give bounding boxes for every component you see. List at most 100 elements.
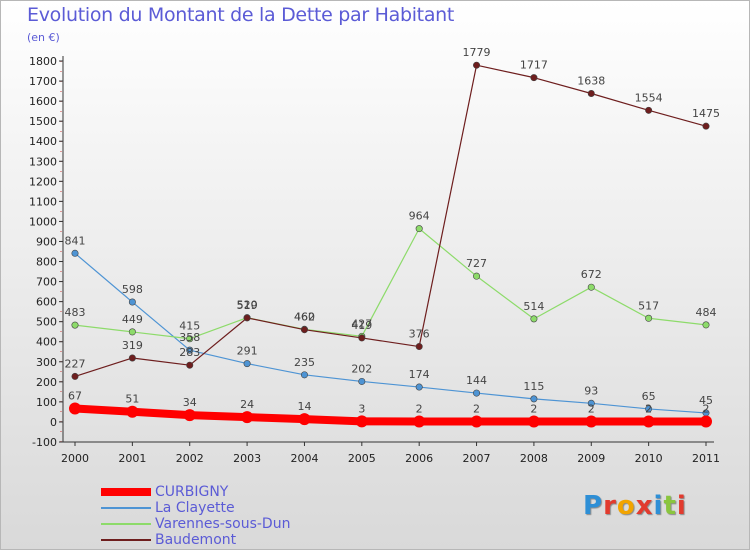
legend-label: Baudemont bbox=[155, 532, 237, 548]
legend-swatch bbox=[101, 523, 151, 525]
y-tick-label: 500 bbox=[36, 316, 57, 329]
data-label: 144 bbox=[466, 374, 487, 387]
data-label: 2 bbox=[645, 403, 652, 416]
data-point bbox=[700, 415, 712, 428]
data-label: 1475 bbox=[692, 107, 720, 120]
data-label: 376 bbox=[409, 328, 430, 341]
data-label: 202 bbox=[351, 362, 372, 375]
data-point bbox=[415, 343, 423, 351]
x-tick-label: 2004 bbox=[290, 452, 318, 465]
y-tick-label: 1400 bbox=[29, 135, 57, 148]
legend-swatch bbox=[101, 507, 151, 509]
y-tick-label: 1600 bbox=[29, 95, 57, 108]
data-label: 65 bbox=[642, 390, 656, 403]
proxiti-logo: Proxiti bbox=[583, 491, 687, 521]
data-label: 517 bbox=[638, 299, 659, 312]
data-point bbox=[128, 298, 136, 306]
data-point bbox=[470, 415, 483, 428]
data-label: 174 bbox=[409, 368, 430, 381]
legend-item: Varennes-sous-Dun bbox=[101, 516, 290, 532]
data-point bbox=[530, 74, 538, 82]
data-point bbox=[183, 409, 196, 422]
data-label: 462 bbox=[294, 310, 315, 323]
data-label: 519 bbox=[237, 299, 258, 312]
data-label: 727 bbox=[466, 257, 487, 270]
data-point bbox=[587, 89, 595, 97]
x-tick-label: 2000 bbox=[61, 452, 89, 465]
data-label: 1638 bbox=[577, 74, 605, 87]
legend-label: CURBIGNY bbox=[155, 484, 229, 500]
data-label: 319 bbox=[122, 339, 143, 352]
data-point bbox=[186, 361, 194, 369]
data-label: 419 bbox=[351, 319, 372, 332]
data-label: 1779 bbox=[463, 46, 491, 59]
data-point bbox=[530, 315, 538, 323]
data-point bbox=[645, 405, 653, 413]
data-point bbox=[71, 321, 79, 329]
x-tick-label: 2008 bbox=[520, 452, 548, 465]
data-point bbox=[587, 399, 595, 407]
x-tick-label: 2010 bbox=[635, 452, 663, 465]
y-tick-label: 1700 bbox=[29, 75, 57, 88]
data-point bbox=[358, 334, 366, 342]
data-point bbox=[415, 225, 423, 233]
x-tick-label: 2007 bbox=[463, 452, 491, 465]
x-tick-label: 2002 bbox=[176, 452, 204, 465]
y-tick-label: 1200 bbox=[29, 175, 57, 188]
data-point bbox=[415, 383, 423, 391]
data-label: 235 bbox=[294, 356, 315, 369]
x-tick-label: 2005 bbox=[348, 452, 376, 465]
data-label: 415 bbox=[179, 320, 200, 333]
data-label: 45 bbox=[699, 394, 713, 407]
data-point bbox=[241, 411, 254, 424]
data-label: 2 bbox=[703, 403, 710, 416]
y-tick-label: 800 bbox=[36, 256, 57, 269]
data-point bbox=[585, 415, 598, 428]
data-point bbox=[300, 371, 308, 379]
y-tick-label: 400 bbox=[36, 336, 57, 349]
data-label: 358 bbox=[179, 331, 200, 344]
data-point bbox=[300, 326, 308, 334]
y-tick-label: 600 bbox=[36, 296, 57, 309]
data-point bbox=[355, 415, 368, 428]
series-line-baudemont bbox=[74, 64, 707, 377]
data-point bbox=[243, 314, 251, 322]
x-tick-label: 2001 bbox=[118, 452, 146, 465]
data-point bbox=[126, 405, 139, 418]
y-tick-label: 0 bbox=[50, 416, 57, 429]
legend-label: Varennes-sous-Dun bbox=[155, 516, 291, 532]
y-tick-label: -100 bbox=[32, 436, 57, 449]
data-label: 51 bbox=[125, 393, 139, 406]
data-label: 14 bbox=[297, 400, 311, 413]
data-label: 1554 bbox=[635, 91, 663, 104]
data-point bbox=[473, 61, 481, 69]
data-point bbox=[702, 122, 710, 130]
legend-item: Baudemont bbox=[101, 532, 290, 548]
data-point bbox=[642, 415, 655, 428]
data-point bbox=[702, 321, 710, 329]
data-point bbox=[128, 354, 136, 362]
series-line-curbigny bbox=[74, 404, 706, 426]
data-label: 427 bbox=[351, 317, 372, 330]
data-label: 2 bbox=[588, 403, 595, 416]
data-label: 67 bbox=[68, 390, 82, 403]
data-point bbox=[71, 372, 79, 380]
data-point bbox=[645, 106, 653, 114]
data-label: 2 bbox=[473, 403, 480, 416]
y-tick-label: 200 bbox=[36, 376, 57, 389]
data-label: 514 bbox=[523, 300, 544, 313]
data-point bbox=[128, 328, 136, 336]
y-tick-label: 1000 bbox=[29, 215, 57, 228]
data-label: 598 bbox=[122, 283, 143, 296]
y-tick-label: 300 bbox=[36, 356, 57, 369]
y-tick-label: 700 bbox=[36, 276, 57, 289]
chart-subtitle: (en €) bbox=[27, 31, 60, 44]
data-point bbox=[71, 249, 79, 257]
data-label: 449 bbox=[122, 313, 143, 326]
data-point bbox=[69, 402, 81, 415]
y-tick-label: 1800 bbox=[29, 55, 57, 68]
legend: CURBIGNY La Clayette Varennes-sous-Dun Baud… bbox=[101, 484, 290, 548]
data-point bbox=[473, 389, 481, 397]
data-point bbox=[298, 413, 311, 426]
